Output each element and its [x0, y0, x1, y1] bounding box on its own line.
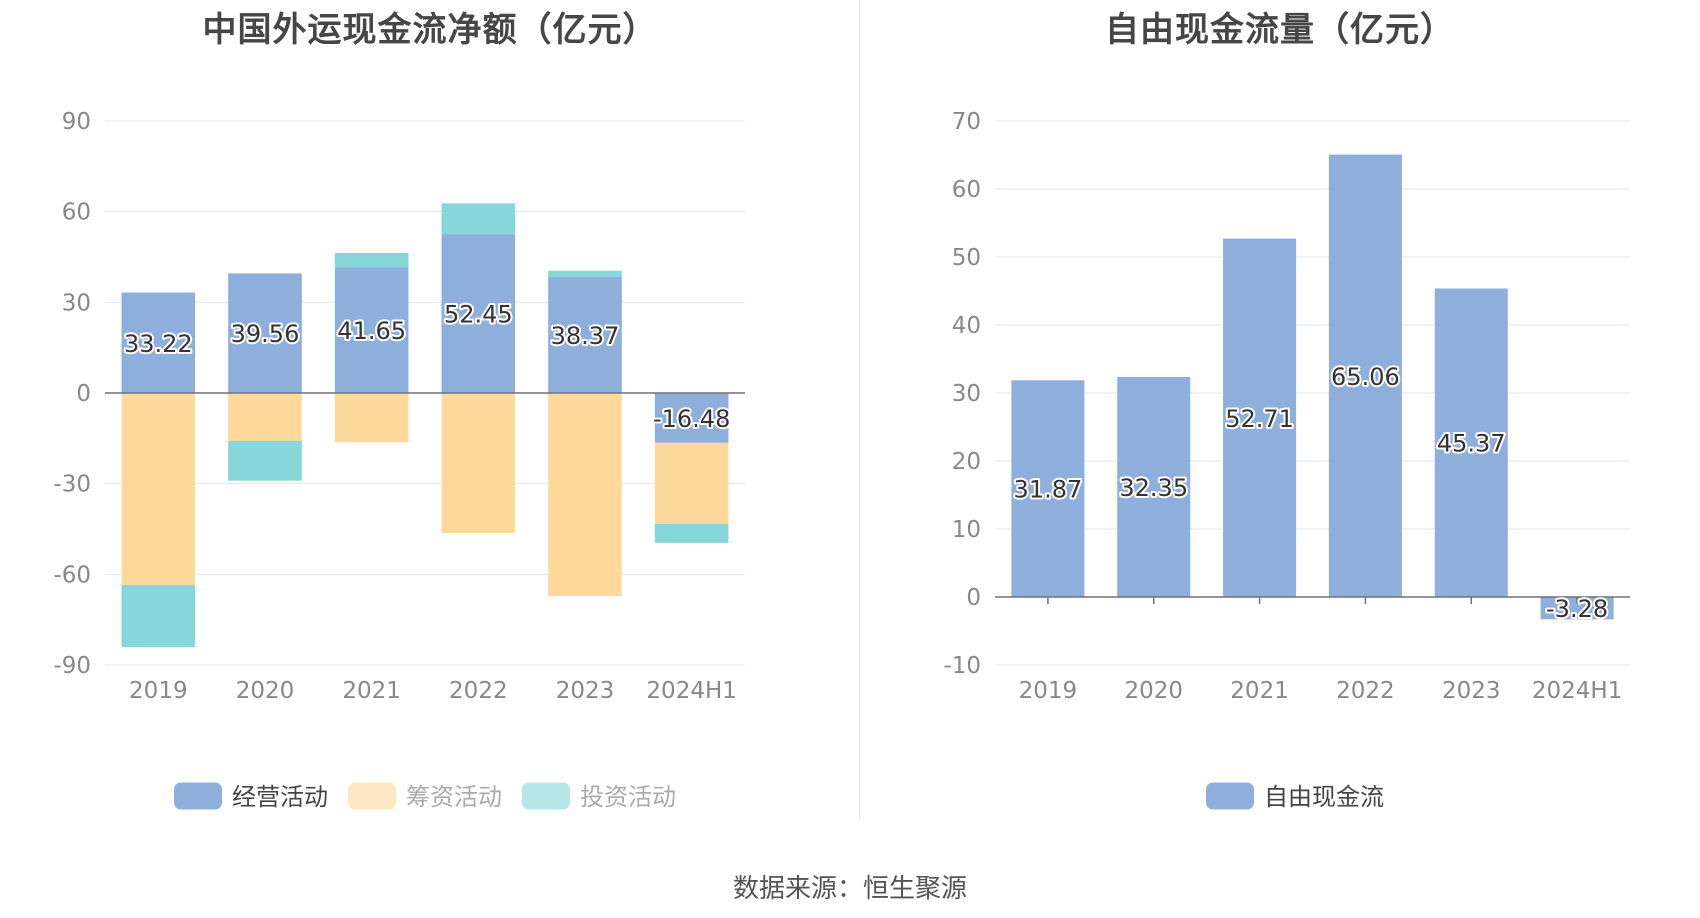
legend-swatch-经营活动 [174, 782, 222, 810]
legend-label-投资活动: 投资活动 [580, 783, 676, 811]
bar-自由现金流-2021 [1223, 238, 1297, 597]
data-label-2022: 65.06 [1331, 363, 1400, 391]
source-label: 数据来源： [732, 874, 863, 904]
y-tick-label: 30 [62, 290, 91, 316]
bar-经营活动-2020 [228, 273, 302, 393]
bar-自由现金流-2022 [1328, 154, 1402, 598]
bar-自由现金流-2024H1 [1540, 597, 1614, 620]
y-tick-label: 50 [952, 245, 981, 271]
bar-自由现金流-2023 [1434, 288, 1508, 597]
bar-筹资活动-2019 [121, 393, 196, 585]
y-tick-label: -90 [53, 653, 91, 679]
y-tick-label: 40 [952, 313, 981, 339]
x-category-label: 2022 [1336, 678, 1395, 704]
source-name: 恒生聚源 [863, 874, 968, 904]
y-tick-label: 0 [966, 585, 981, 611]
x-category-label: 2020 [236, 678, 295, 704]
y-tick-label: 90 [62, 109, 91, 135]
bar-投资活动-2020 [228, 440, 302, 481]
y-tick-label: 60 [952, 177, 981, 203]
bar-筹资活动-2020 [228, 393, 302, 441]
legend-label-经营活动: 经营活动 [232, 783, 328, 811]
bar-投资活动-2019 [121, 584, 196, 648]
x-category-label: 2024H1 [1532, 678, 1622, 704]
y-tick-label: 20 [952, 449, 981, 475]
free-cashflow-bar-chart: 70 60 50 40 30 20 10 0 -10 31.87 32.35 52.71 65.06 45… [943, 109, 1630, 811]
data-label-2020: 32.35 [1119, 474, 1188, 502]
bar-经营活动-2021 [334, 267, 409, 393]
data-label-2021: 52.71 [1225, 405, 1294, 433]
legend-swatch-投资活动 [522, 782, 570, 810]
x-category-label: 2019 [129, 678, 188, 704]
left-chart-panel: 中国外运现金流净额（亿元） 90 60 30 0 -30 -60 -90 33.22 39.56… [0, 0, 860, 820]
legend-swatch-筹资活动 [348, 782, 396, 810]
y-tick-label: 0 [76, 381, 91, 407]
x-category-label: 2023 [556, 678, 615, 704]
x-category-label: 2022 [449, 678, 508, 704]
x-category-label: 2019 [1019, 678, 1078, 704]
legend-label-自由现金流: 自由现金流 [1264, 783, 1384, 811]
data-label-2021: 41.65 [337, 317, 406, 345]
data-label-2020: 39.56 [231, 320, 300, 348]
bar-投资活动-2022 [441, 203, 516, 235]
y-tick-label: 30 [952, 381, 981, 407]
legend-swatch-自由现金流 [1206, 782, 1254, 810]
x-category-label: 2023 [1442, 678, 1501, 704]
data-label-2024H1: -3.28 [1546, 595, 1608, 623]
y-tick-label: 60 [62, 200, 91, 226]
y-tick-label: -30 [53, 472, 91, 498]
data-label-2019: 31.87 [1014, 476, 1083, 504]
x-category-label: 2021 [1230, 678, 1289, 704]
y-tick-label: -60 [53, 562, 91, 588]
data-label-2023: 45.37 [1437, 430, 1506, 458]
bar-投资活动-2021 [334, 252, 409, 268]
bar-投资活动-2024H1 [654, 523, 729, 543]
bar-经营活动-2019 [121, 292, 196, 393]
data-label-2022: 52.45 [444, 301, 513, 329]
x-category-label: 2021 [342, 678, 401, 704]
bar-筹资活动-2022 [441, 393, 516, 533]
data-label-2019: 33.22 [124, 330, 193, 358]
bar-自由现金流-2020 [1117, 377, 1191, 597]
data-label-2023: 38.37 [551, 322, 620, 350]
bar-经营活动-2022 [441, 234, 516, 393]
right-chart-panel: 自由现金流量（亿元） 70 60 50 40 30 20 10 0 -10 31.87 32.35 5… [860, 0, 1700, 820]
bar-经营活动-2024H1 [654, 393, 729, 443]
panel-divider [859, 0, 860, 820]
legend-label-筹资活动: 筹资活动 [406, 783, 502, 811]
x-category-label: 2020 [1124, 678, 1183, 704]
chart-title-free-cashflow: 自由现金流量（亿元） [1105, 10, 1455, 50]
x-category-label: 2024H1 [646, 678, 736, 704]
bar-筹资活动-2021 [334, 393, 409, 443]
cashflow-stacked-bar-chart: 90 60 30 0 -30 -60 -90 33.22 39.56 41.65 52.45 38.3… [53, 109, 745, 811]
data-label-2024H1: -16.48 [653, 405, 730, 433]
chart-title-cashflow: 中国外运现金流净额（亿元） [202, 10, 658, 50]
bar-筹资活动-2024H1 [654, 442, 729, 524]
y-tick-label: -10 [943, 653, 981, 679]
bar-经营活动-2023 [548, 277, 622, 393]
bar-筹资活动-2023 [548, 393, 622, 597]
y-tick-label: 70 [952, 109, 981, 135]
source-footer: 数据来源：恒生聚源 [0, 868, 1700, 905]
y-tick-label: 10 [952, 517, 981, 543]
bar-投资活动-2023 [548, 270, 622, 278]
bar-自由现金流-2019 [1011, 380, 1085, 597]
